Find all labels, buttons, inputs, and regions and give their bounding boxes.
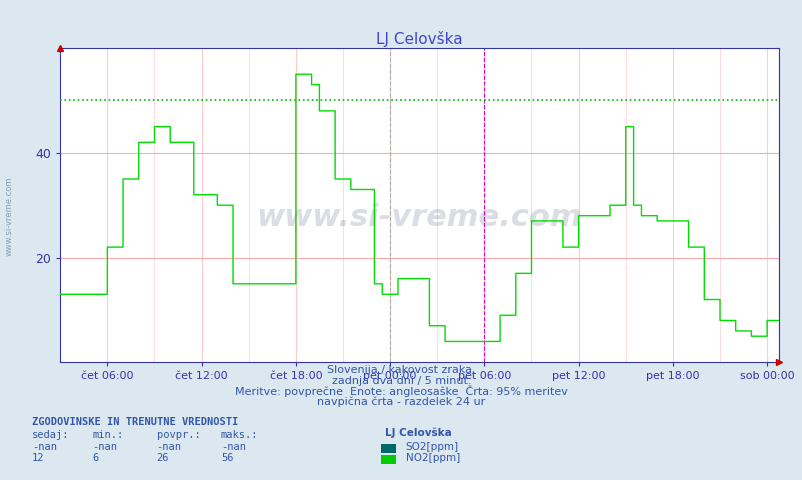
Text: maks.:: maks.: — [221, 430, 258, 440]
Text: 12: 12 — [32, 453, 45, 463]
Text: 6: 6 — [92, 453, 99, 463]
Text: -nan: -nan — [221, 442, 245, 452]
Text: -nan: -nan — [32, 442, 57, 452]
Text: povpr.:: povpr.: — [156, 430, 200, 440]
Text: 56: 56 — [221, 453, 233, 463]
Text: www.si-vreme.com: www.si-vreme.com — [5, 176, 14, 256]
Text: -nan: -nan — [92, 442, 117, 452]
Text: sedaj:: sedaj: — [32, 430, 70, 440]
Text: -nan: -nan — [156, 442, 181, 452]
Text: Meritve: povprečne  Enote: angleosaške  Črta: 95% meritev: Meritve: povprečne Enote: angleosaške Čr… — [235, 384, 567, 396]
Text: min.:: min.: — [92, 430, 124, 440]
Text: zadnja dva dni / 5 minut.: zadnja dva dni / 5 minut. — [331, 376, 471, 386]
Text: NO2[ppm]: NO2[ppm] — [405, 453, 460, 463]
Text: www.si-vreme.com: www.si-vreme.com — [257, 203, 581, 232]
Text: navpična črta - razdelek 24 ur: navpična črta - razdelek 24 ur — [317, 396, 485, 407]
Text: LJ Celovška: LJ Celovška — [385, 427, 452, 438]
Title: LJ Celovška: LJ Celovška — [376, 31, 462, 47]
Text: 26: 26 — [156, 453, 169, 463]
Text: ZGODOVINSKE IN TRENUTNE VREDNOSTI: ZGODOVINSKE IN TRENUTNE VREDNOSTI — [32, 417, 238, 427]
Text: SO2[ppm]: SO2[ppm] — [405, 442, 458, 452]
Text: Slovenija / kakovost zraka.: Slovenija / kakovost zraka. — [326, 365, 476, 375]
